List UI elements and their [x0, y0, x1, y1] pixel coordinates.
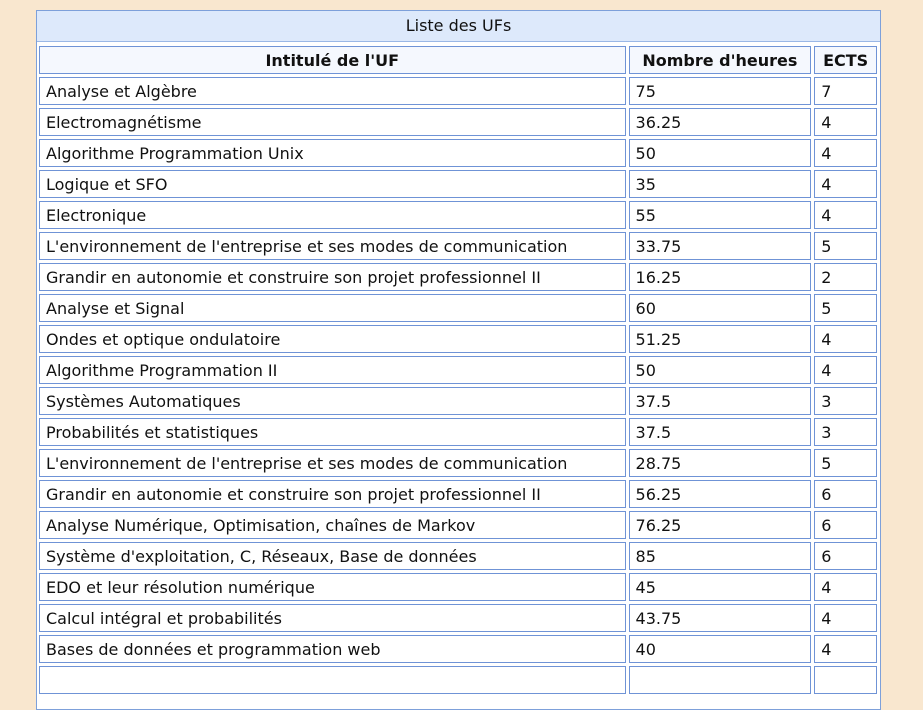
- ects-cell: 4: [814, 635, 877, 663]
- hours-cell: 76.25: [628, 511, 812, 539]
- hours-cell: 40: [628, 635, 812, 663]
- uf-list-panel: Liste des UFs Intitulé de l'UF Nombre d'…: [36, 10, 881, 710]
- hours-cell: 50: [628, 356, 812, 384]
- table-row: Analyse et Algèbre 75 7: [39, 77, 877, 105]
- table-row: Electromagnétisme 36.25 4: [39, 108, 877, 136]
- table-row: [39, 666, 877, 694]
- table-row: Logique et SFO 35 4: [39, 170, 877, 198]
- table-row: Ondes et optique ondulatoire 51.25 4: [39, 325, 877, 353]
- table-row: Algorithme Programmation Unix 50 4: [39, 139, 877, 167]
- hours-cell: 55: [628, 201, 812, 229]
- ects-cell: 4: [814, 573, 877, 601]
- hours-cell: 33.75: [628, 232, 812, 260]
- ects-cell: 4: [814, 356, 877, 384]
- ects-cell: 4: [814, 139, 877, 167]
- header-hours[interactable]: Nombre d'heures: [628, 46, 812, 74]
- table-header-row: Intitulé de l'UF Nombre d'heures ECTS: [39, 46, 877, 74]
- ects-cell: 6: [814, 542, 877, 570]
- hours-cell: 45: [628, 573, 812, 601]
- uf-name-cell: Grandir en autonomie et construire son p…: [39, 480, 626, 508]
- ects-cell: 6: [814, 511, 877, 539]
- table-row: L'environnement de l'entreprise et ses m…: [39, 449, 877, 477]
- ects-cell: 3: [814, 418, 877, 446]
- hours-cell: 37.5: [628, 387, 812, 415]
- uf-table: Intitulé de l'UF Nombre d'heures ECTS An…: [36, 43, 880, 697]
- uf-name-cell: Ondes et optique ondulatoire: [39, 325, 626, 353]
- table-row: Analyse Numérique, Optimisation, chaînes…: [39, 511, 877, 539]
- ects-cell: 4: [814, 108, 877, 136]
- hours-cell: 16.25: [628, 263, 812, 291]
- header-uf-name[interactable]: Intitulé de l'UF: [39, 46, 626, 74]
- uf-name-cell: EDO et leur résolution numérique: [39, 573, 626, 601]
- ects-cell: 4: [814, 604, 877, 632]
- uf-name-cell: Electronique: [39, 201, 626, 229]
- table-row: Grandir en autonomie et construire son p…: [39, 480, 877, 508]
- ects-cell: 4: [814, 170, 877, 198]
- uf-name-cell: Bases de données et programmation web: [39, 635, 626, 663]
- ects-cell: 7: [814, 77, 877, 105]
- uf-name-cell: Système d'exploitation, C, Réseaux, Base…: [39, 542, 626, 570]
- uf-name-cell: Analyse Numérique, Optimisation, chaînes…: [39, 511, 626, 539]
- hours-cell: 43.75: [628, 604, 812, 632]
- uf-name-cell: L'environnement de l'entreprise et ses m…: [39, 449, 626, 477]
- uf-name-cell: Algorithme Programmation Unix: [39, 139, 626, 167]
- hours-cell: 60: [628, 294, 812, 322]
- uf-name-cell: L'environnement de l'entreprise et ses m…: [39, 232, 626, 260]
- ects-cell: 6: [814, 480, 877, 508]
- table-row: Probabilités et statistiques 37.5 3: [39, 418, 877, 446]
- ects-cell: 5: [814, 449, 877, 477]
- table-body: Analyse et Algèbre 75 7 Electromagnétisme 36…: [39, 77, 877, 694]
- uf-name-cell: Electromagnétisme: [39, 108, 626, 136]
- hours-cell: 56.25: [628, 480, 812, 508]
- uf-name-cell: Probabilités et statistiques: [39, 418, 626, 446]
- hours-cell: 50: [628, 139, 812, 167]
- ects-cell: 2: [814, 263, 877, 291]
- table-row: Electronique 55 4: [39, 201, 877, 229]
- uf-name-cell: Logique et SFO: [39, 170, 626, 198]
- table-row: Grandir en autonomie et construire son p…: [39, 263, 877, 291]
- table-row: Algorithme Programmation II 50 4: [39, 356, 877, 384]
- uf-name-cell: [39, 666, 626, 694]
- table-caption: Liste des UFs: [37, 11, 880, 42]
- hours-cell: [628, 666, 812, 694]
- ects-cell: [814, 666, 877, 694]
- header-ects[interactable]: ECTS: [814, 46, 877, 74]
- uf-name-cell: Calcul intégral et probabilités: [39, 604, 626, 632]
- table-row: Analyse et Signal 60 5: [39, 294, 877, 322]
- ects-cell: 4: [814, 325, 877, 353]
- uf-name-cell: Analyse et Algèbre: [39, 77, 626, 105]
- uf-name-cell: Analyse et Signal: [39, 294, 626, 322]
- table-row: L'environnement de l'entreprise et ses m…: [39, 232, 877, 260]
- uf-name-cell: Systèmes Automatiques: [39, 387, 626, 415]
- hours-cell: 28.75: [628, 449, 812, 477]
- table-row: Système d'exploitation, C, Réseaux, Base…: [39, 542, 877, 570]
- ects-cell: 3: [814, 387, 877, 415]
- table-row: EDO et leur résolution numérique 45 4: [39, 573, 877, 601]
- ects-cell: 5: [814, 232, 877, 260]
- hours-cell: 36.25: [628, 108, 812, 136]
- hours-cell: 37.5: [628, 418, 812, 446]
- ects-cell: 4: [814, 201, 877, 229]
- table-row: Systèmes Automatiques 37.5 3: [39, 387, 877, 415]
- hours-cell: 35: [628, 170, 812, 198]
- table-row: Bases de données et programmation web 40 4: [39, 635, 877, 663]
- uf-name-cell: Grandir en autonomie et construire son p…: [39, 263, 626, 291]
- hours-cell: 85: [628, 542, 812, 570]
- ects-cell: 5: [814, 294, 877, 322]
- hours-cell: 75: [628, 77, 812, 105]
- table-row: Calcul intégral et probabilités 43.75 4: [39, 604, 877, 632]
- uf-name-cell: Algorithme Programmation II: [39, 356, 626, 384]
- hours-cell: 51.25: [628, 325, 812, 353]
